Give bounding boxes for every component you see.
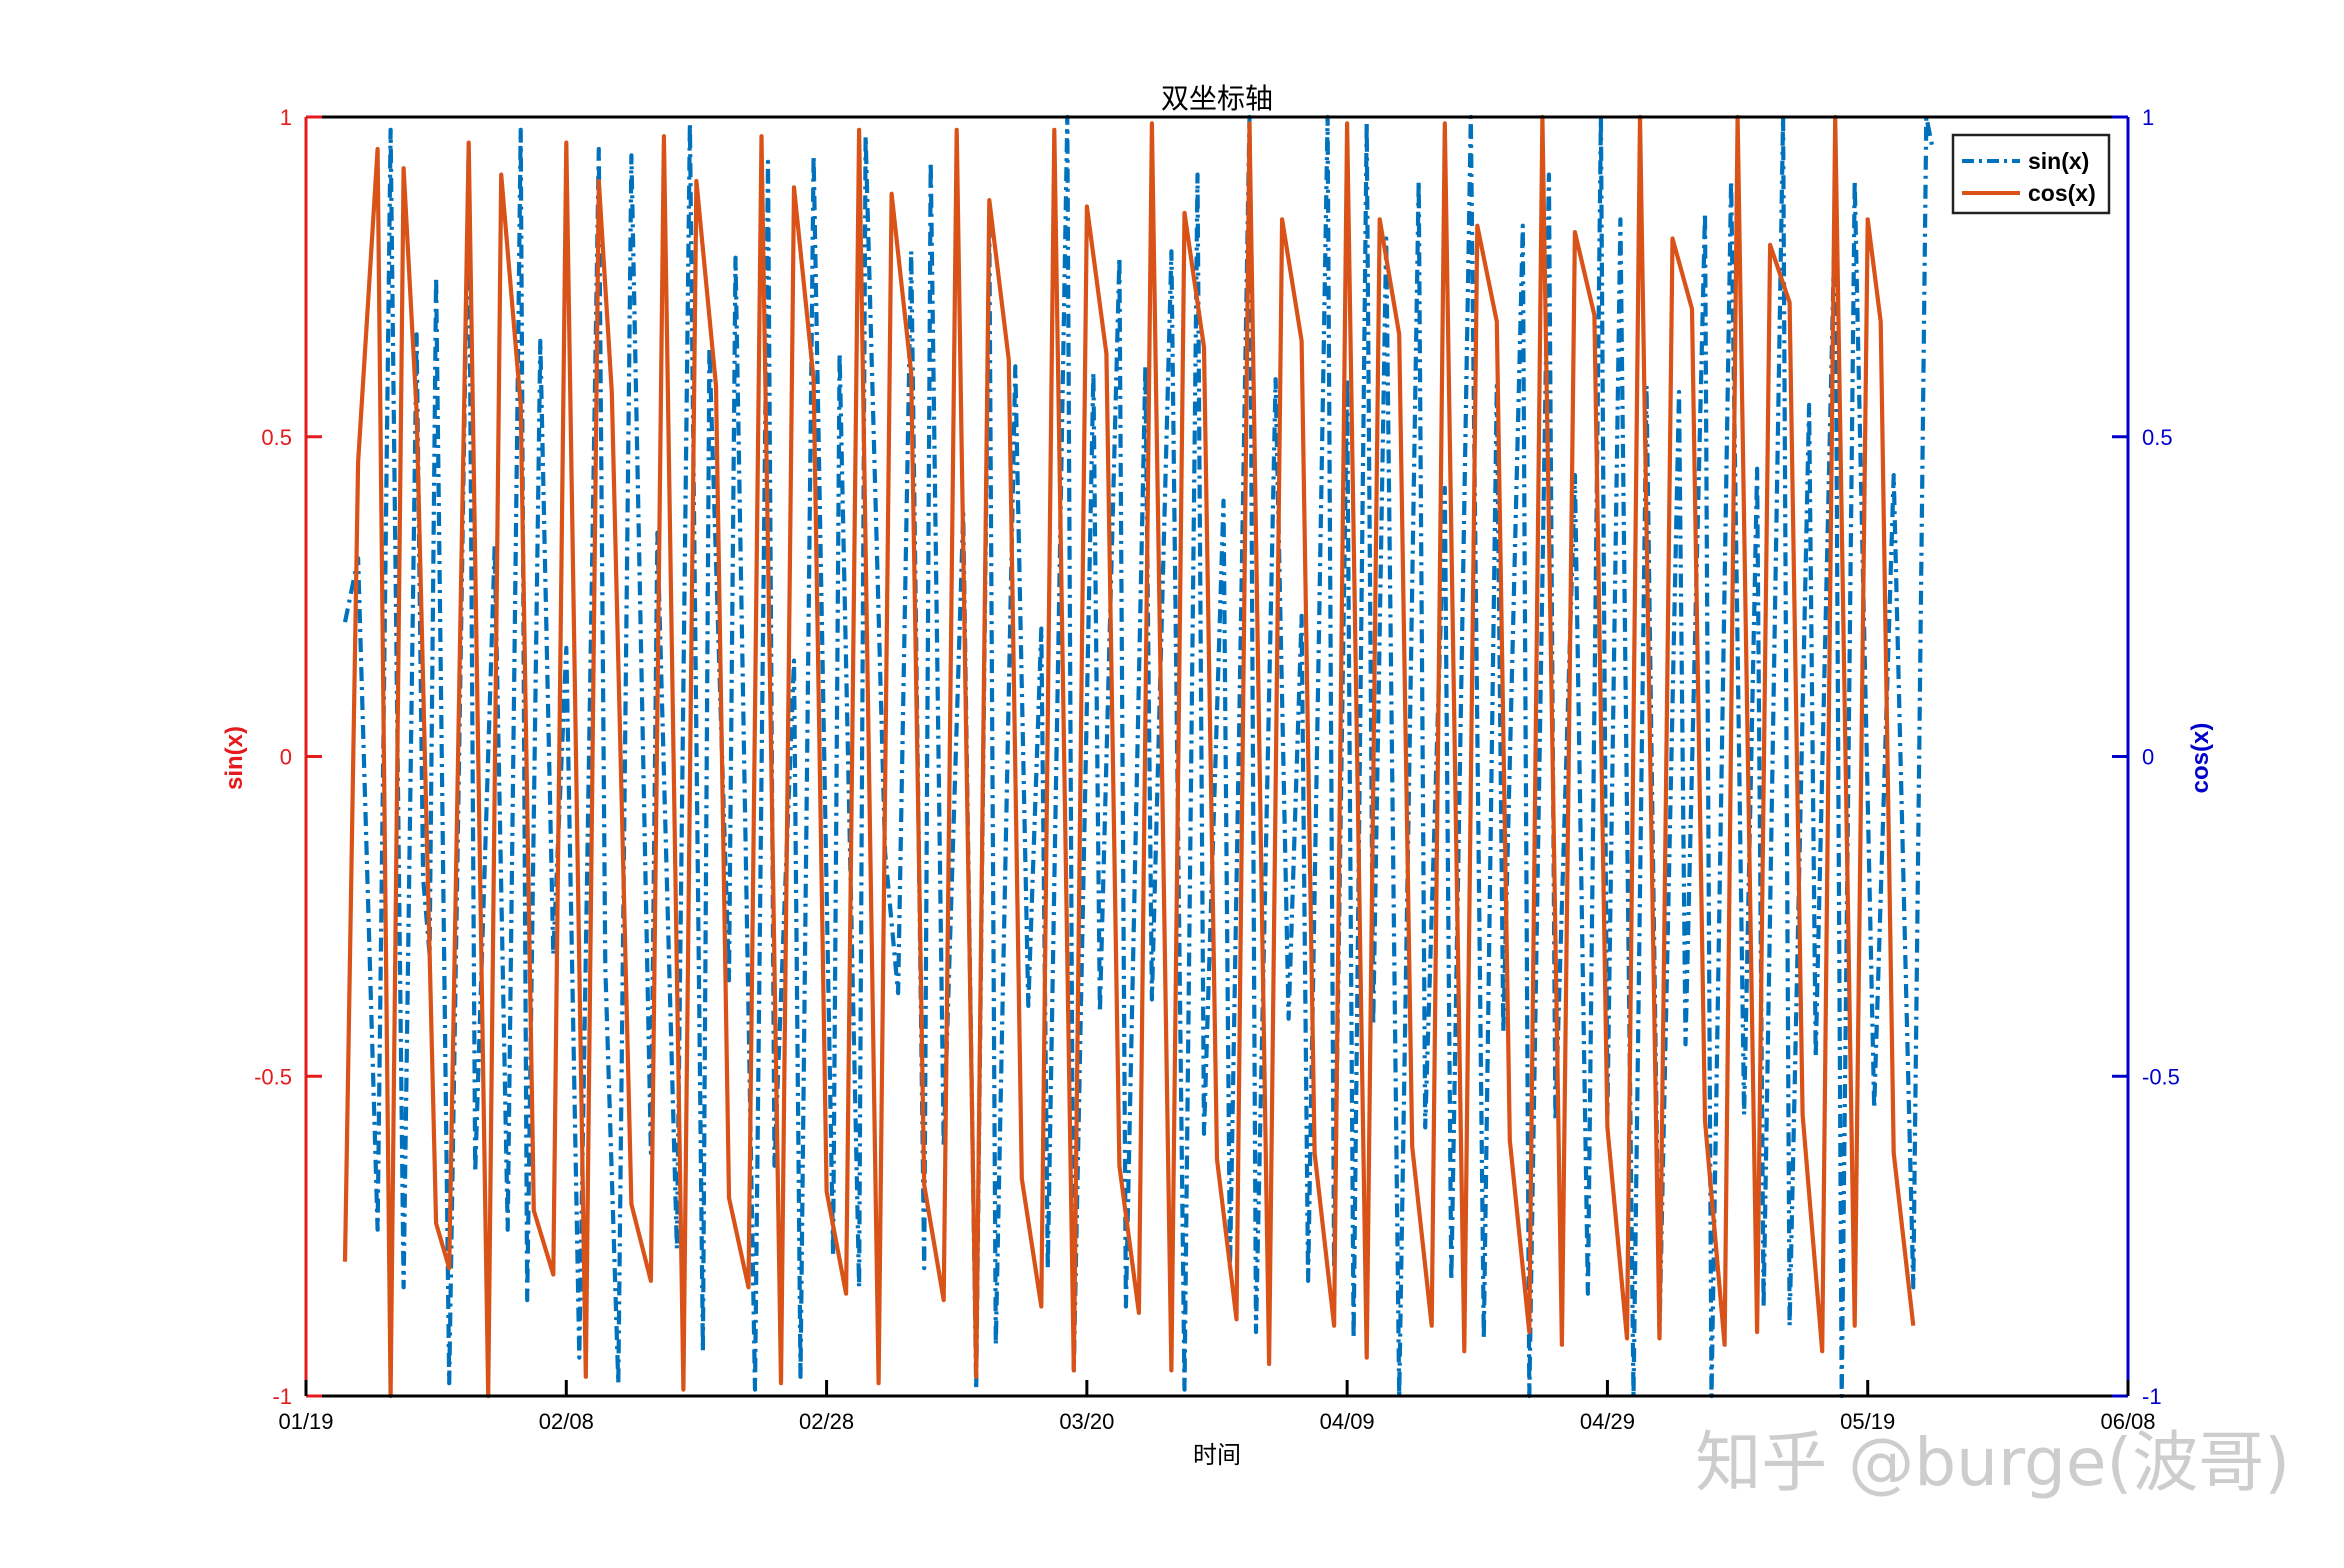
y-tick-label-right: -1 xyxy=(2142,1384,2162,1409)
x-axis-label: 时间 xyxy=(1193,1441,1241,1469)
x-tick-label: 04/09 xyxy=(1320,1409,1375,1434)
y-tick-label-left: -1 xyxy=(272,1384,292,1409)
y-tick-label-left: 0 xyxy=(280,745,292,770)
y-tick-label-right: 0 xyxy=(2142,745,2154,770)
y-tick-label-right: 1 xyxy=(2142,105,2154,130)
series-line-sin xyxy=(342,114,1935,1399)
legend-label-sin: sin(x) xyxy=(2028,148,2089,174)
y-tick-label-left: 1 xyxy=(280,105,292,130)
y-tick-label-left: -0.5 xyxy=(254,1064,292,1089)
y-tick-label-right: -0.5 xyxy=(2142,1064,2180,1089)
series-line-cos xyxy=(342,114,1916,1399)
y-tick-label-left: 0.5 xyxy=(261,425,292,450)
x-tick-label: 05/19 xyxy=(1840,1409,1895,1434)
y-tick-label-right: 0.5 xyxy=(2142,425,2173,450)
y-axis-label-right: cos(x) xyxy=(2187,723,2214,794)
watermark-text: 知乎 @burge(波哥) xyxy=(1695,1424,2290,1501)
legend: sin(x) cos(x) xyxy=(1951,133,2111,215)
legend-label-cos: cos(x) xyxy=(2028,180,2096,206)
x-tick-label: 02/08 xyxy=(539,1409,594,1434)
x-tick-label: 01/19 xyxy=(278,1409,333,1434)
chart-title: 双坐标轴 xyxy=(1161,82,1273,115)
legend-box xyxy=(1951,133,2111,215)
plot-area xyxy=(342,114,1935,1399)
x-tick-label: 06/08 xyxy=(2100,1409,2155,1434)
y-axis-label-left: sin(x) xyxy=(221,726,248,790)
axes: -1 -0.5 0 0.5 1 -1 -0.5 0 0.5 1 01/19 02/08 02/28 03/… xyxy=(254,105,2180,1434)
x-tick-label: 04/29 xyxy=(1580,1409,1635,1434)
x-tick-label: 03/20 xyxy=(1059,1409,1114,1434)
x-tick-label: 02/28 xyxy=(799,1409,854,1434)
